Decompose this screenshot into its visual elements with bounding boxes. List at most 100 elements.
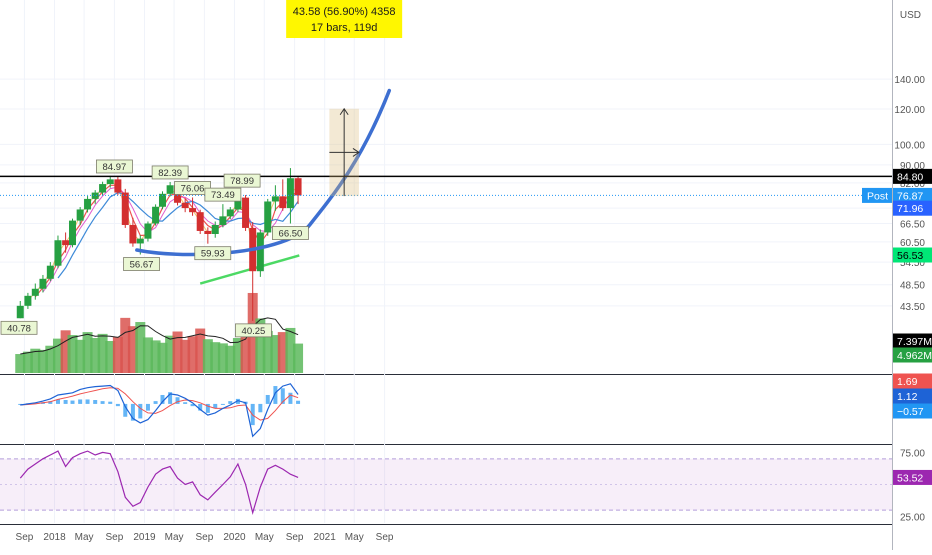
macd-histogram-bar — [220, 403, 225, 405]
price-tick-label: 48.50 — [900, 281, 925, 292]
macd-histogram-bar — [168, 392, 173, 404]
rsi-badge-bg — [893, 469, 932, 485]
candle-body — [121, 192, 129, 225]
macd-histogram-bar — [258, 403, 263, 413]
price-label: 76.06 — [181, 183, 205, 194]
macd-histogram-bar — [48, 401, 53, 404]
price-label: 40.78 — [7, 323, 31, 334]
projection-text-change: 43.58 (56.90%) 4358 — [293, 6, 396, 18]
time-axis-label: Sep — [106, 532, 124, 543]
price-tick-label: 60.50 — [900, 238, 925, 249]
macd-histogram-bar — [78, 399, 83, 404]
projection-text-bars: 17 bars, 119d — [311, 22, 377, 34]
candle-body — [211, 224, 219, 234]
macd-hist-badge: −0.57 — [897, 406, 924, 418]
price-label: 78.99 — [230, 176, 254, 187]
volume-bar — [105, 340, 116, 373]
volume-bar — [15, 354, 26, 373]
candle-body — [242, 197, 250, 228]
price-label-box — [272, 226, 309, 240]
ma-long-line — [57, 191, 299, 279]
macd-histogram-bar — [70, 400, 75, 404]
candle-body — [204, 230, 212, 234]
candle-body — [99, 184, 107, 193]
time-axis-label: May — [255, 532, 274, 543]
macd-histogram-bar — [265, 394, 270, 404]
price-label-box — [123, 257, 160, 271]
candle-body — [279, 196, 287, 209]
price-label-box — [151, 165, 189, 180]
rsi-tick-label: 25.00 — [900, 513, 925, 524]
price-label: 40.25 — [242, 326, 266, 337]
candle-body — [76, 209, 84, 221]
volume-bar — [277, 332, 288, 373]
macd-signal-badge-bg — [893, 388, 932, 404]
candle-body — [158, 193, 166, 207]
macd-histogram-bar — [228, 401, 233, 404]
price-tick-label: 120.00 — [894, 105, 925, 116]
candle-body — [62, 240, 70, 246]
macd-histogram-bar — [235, 398, 240, 404]
macd-histogram-bar — [130, 403, 135, 421]
volume-bar — [37, 349, 48, 373]
macd-histogram-bar — [153, 401, 158, 404]
time-axis-label: 2018 — [43, 532, 66, 543]
rsi-badge: 53.52 — [897, 472, 923, 484]
price-label-box — [194, 246, 232, 261]
volume-bar — [210, 342, 221, 373]
candle-body — [31, 288, 39, 296]
time-axis-label: May — [165, 532, 184, 543]
volume-badge: 4.962M — [897, 350, 932, 362]
candle-body — [84, 198, 92, 210]
volume-bar — [45, 345, 56, 373]
candle-body — [166, 185, 174, 194]
macd-badge-bg — [893, 373, 932, 389]
price-tick-label: 54.50 — [900, 258, 925, 269]
macd-histogram-bar — [205, 403, 210, 413]
price-label-box — [0, 320, 38, 335]
price-label: 59.93 — [201, 249, 225, 260]
price-tick-label: 66.50 — [900, 220, 925, 231]
candle-body — [264, 201, 272, 233]
macd-histogram-bar — [288, 392, 293, 404]
price-tick-label: 90.00 — [900, 161, 925, 172]
volume-bar — [187, 336, 198, 373]
candle-body — [196, 212, 204, 231]
macd-line — [20, 383, 299, 438]
macd-histogram-bar — [123, 403, 128, 417]
projection-arrow-up — [339, 107, 349, 116]
candle-body — [226, 209, 234, 217]
volume-bar — [120, 317, 131, 373]
macd-signal-badge: 1.12 — [897, 391, 918, 403]
macd-histogram-bar — [183, 402, 188, 404]
volume-bar — [135, 322, 146, 373]
candle-body — [181, 202, 189, 209]
resistance-badge-bg — [893, 168, 932, 184]
volume-bar — [172, 331, 183, 373]
price-label: 82.39 — [158, 168, 182, 179]
time-axis-label: Sep — [195, 532, 213, 543]
macd-histogram-bar — [55, 399, 60, 404]
macd-histogram-bar — [145, 403, 150, 411]
cup-curve-line — [135, 88, 392, 257]
candle-body — [234, 197, 242, 210]
volume-bar — [195, 328, 206, 373]
macd-histogram-bar — [175, 397, 180, 404]
volume-badge-bg — [893, 347, 932, 363]
macd-histogram-bar — [108, 401, 113, 404]
ma-value-badge-bg — [893, 200, 932, 216]
candle-body — [39, 278, 47, 289]
volume-ma-badge-bg — [893, 333, 932, 349]
price-label-box — [204, 187, 242, 202]
macd-histogram-bar — [190, 403, 195, 407]
price-tick-label: 82.00 — [900, 179, 925, 190]
macd-histogram-bar — [115, 403, 120, 407]
volume-bar — [232, 338, 243, 373]
currency-label: USD — [900, 10, 921, 21]
volume-bar — [82, 332, 93, 373]
ma-value-badge-bg — [893, 247, 932, 263]
volume-bar — [67, 335, 78, 373]
candle-body — [286, 178, 294, 209]
